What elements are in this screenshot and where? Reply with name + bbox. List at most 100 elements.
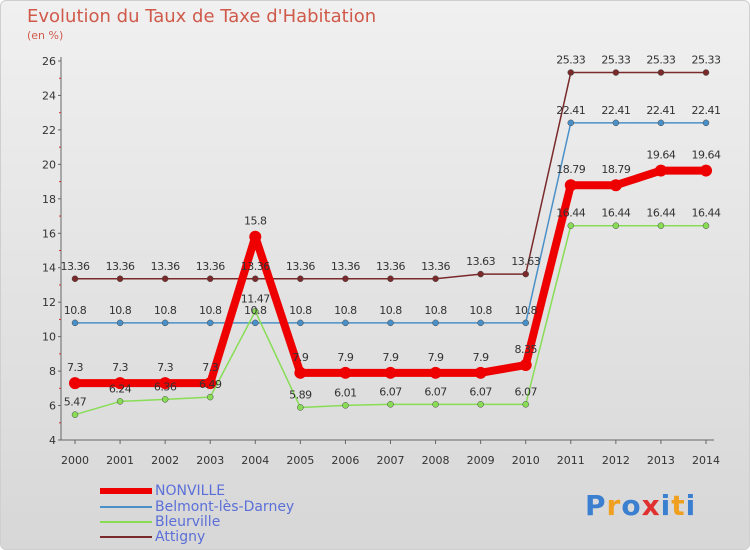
x-tick-label: 2008 (422, 454, 450, 467)
data-label: 6.07 (469, 385, 492, 398)
x-tick-label: 2011 (557, 454, 585, 467)
data-point (700, 164, 712, 177)
y-tick-label: 14 (42, 262, 56, 275)
data-point (206, 275, 214, 283)
x-tick-label: 2014 (692, 454, 720, 467)
data-point (161, 396, 169, 403)
data-label: 18.79 (556, 163, 585, 176)
data-point (161, 319, 169, 327)
data-label: 13.36 (421, 260, 450, 273)
data-point (432, 401, 439, 408)
data-label: 25.33 (646, 54, 675, 67)
data-point (294, 366, 307, 379)
data-point (71, 411, 79, 418)
data-label: 5.89 (289, 388, 312, 401)
legend-label-bleurville: Bleurville (155, 514, 221, 530)
data-point (654, 164, 667, 177)
logo-letter: t (671, 489, 686, 522)
data-label: 13.36 (106, 260, 135, 273)
x-tick-label: 2012 (602, 454, 630, 467)
data-label: 19.64 (692, 149, 721, 162)
data-point (252, 319, 259, 327)
data-point (522, 319, 529, 327)
data-label: 13.36 (286, 260, 315, 273)
y-tick-label: 16 (42, 227, 56, 240)
data-point (474, 366, 487, 379)
logo-letter: x (641, 489, 661, 522)
data-point (71, 319, 79, 327)
y-tick-label: 22 (42, 124, 56, 137)
data-label: 10.8 (424, 304, 447, 317)
data-label: 13.36 (61, 260, 90, 273)
data-label: 7.9 (428, 351, 444, 364)
data-label: 7.9 (473, 351, 489, 364)
data-label: 13.36 (196, 260, 225, 273)
data-point (342, 402, 349, 409)
data-label: 16.44 (556, 207, 585, 220)
series-line-1 (75, 122, 706, 324)
data-label: 13.36 (376, 260, 405, 273)
data-label: 6.07 (514, 385, 537, 398)
y-tick-label: 18 (42, 193, 56, 206)
data-point (204, 377, 217, 390)
data-point (116, 275, 124, 283)
data-label: 6.01 (334, 386, 357, 399)
data-point (522, 270, 529, 278)
logo-letter: P (585, 489, 607, 522)
data-label: 10.8 (154, 304, 177, 317)
data-label: 16.44 (692, 207, 721, 220)
x-tick-label: 2006 (331, 454, 359, 467)
data-point (161, 275, 169, 283)
data-point (612, 69, 620, 76)
data-point (567, 119, 575, 127)
data-point (206, 319, 214, 327)
data-label: 8.35 (514, 343, 537, 356)
data-label: 10.8 (199, 304, 222, 317)
data-point (477, 319, 484, 327)
x-tick-label: 2003 (196, 454, 224, 467)
data-point (522, 401, 529, 408)
data-point (657, 119, 665, 127)
x-tick-label: 2005 (286, 454, 314, 467)
data-label: 15.8 (244, 215, 267, 228)
x-tick-label: 2002 (151, 454, 179, 467)
data-label: 6.07 (424, 385, 447, 398)
chart-unit-label: (en %) (27, 29, 64, 42)
chart-title: Evolution du Taux de Taxe d'Habitation (27, 6, 377, 27)
data-point (432, 319, 439, 327)
logo-letter: i (660, 489, 672, 522)
x-tick-label: 2004 (241, 454, 269, 467)
data-label: 10.8 (244, 304, 267, 317)
data-labels: 13.36 13.36 13.36 13.36 13.36 13.36 13.36 13.36… (61, 54, 722, 409)
data-label: 10.8 (109, 304, 132, 317)
data-label: 10.8 (514, 304, 537, 317)
data-point (297, 319, 304, 327)
y-tick-label: 24 (42, 89, 56, 102)
logo-letter: r (606, 489, 622, 522)
data-label: 7.3 (157, 361, 173, 374)
data-point (342, 275, 349, 283)
data-label: 13.63 (466, 255, 495, 268)
data-label: 7.9 (383, 351, 399, 364)
data-point (252, 308, 259, 315)
data-point (159, 377, 172, 390)
data-point (384, 366, 397, 379)
x-tick-label: 2013 (647, 454, 675, 467)
y-tick-label: 26 (42, 55, 56, 68)
data-label: 22.41 (556, 104, 585, 117)
data-label: 16.44 (601, 207, 630, 220)
legend-swatch-attigny (100, 536, 152, 538)
data-label: 6.24 (109, 382, 132, 395)
data-point (612, 222, 620, 229)
x-tick-label: 2000 (61, 454, 89, 467)
logo-letter: o (621, 489, 642, 522)
data-label: 7.3 (67, 361, 83, 374)
data-point (657, 69, 665, 76)
data-label: 16.44 (646, 207, 675, 220)
data-point (702, 69, 710, 76)
data-label: 10.8 (469, 304, 492, 317)
data-label: 10.8 (379, 304, 402, 317)
data-point (477, 270, 484, 278)
legend-swatch-bleurville (100, 521, 152, 523)
data-label: 6.36 (154, 380, 177, 393)
